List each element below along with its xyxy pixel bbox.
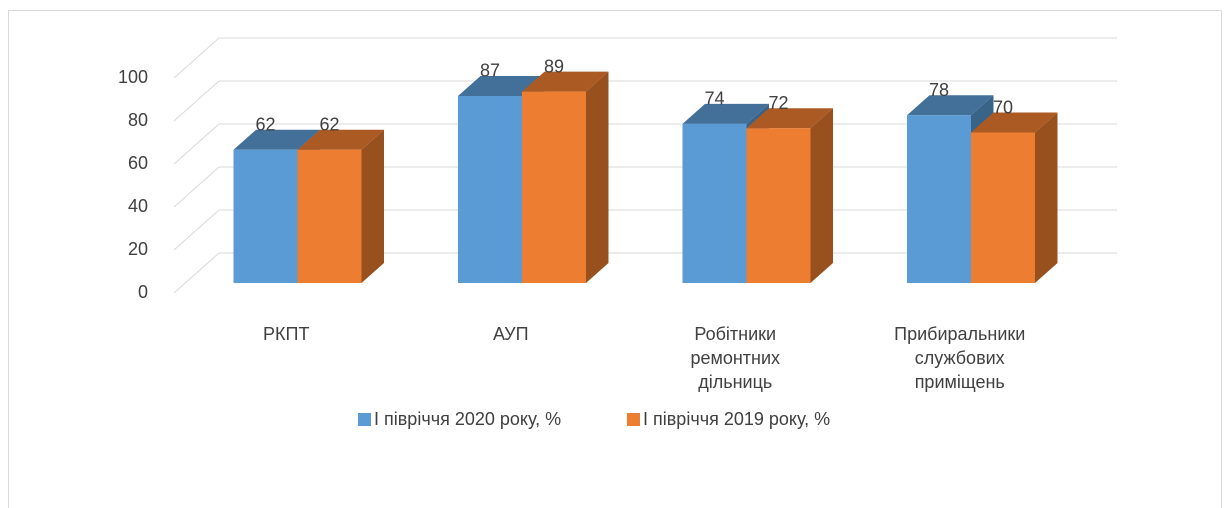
bar-top bbox=[297, 129, 384, 150]
bar-front bbox=[746, 128, 811, 283]
x-tick-label: Прибиральники службових приміщень bbox=[894, 324, 1025, 392]
label-line: ремонтних bbox=[690, 348, 780, 368]
data-label: 70 bbox=[993, 97, 1013, 117]
y-tick-label: 20 bbox=[128, 239, 148, 259]
y-tick-label: 40 bbox=[128, 196, 148, 216]
chart-border bbox=[8, 10, 1222, 508]
bar-front bbox=[522, 91, 586, 284]
data-label: 72 bbox=[768, 93, 788, 113]
y-tick-label: 0 bbox=[138, 282, 148, 302]
y-tick-label: 80 bbox=[128, 110, 148, 130]
bar-top bbox=[522, 71, 609, 92]
bar-front bbox=[907, 115, 971, 283]
bar-front bbox=[458, 95, 522, 283]
bar-top bbox=[907, 95, 994, 116]
bar-side bbox=[810, 108, 833, 283]
label-line: Робітники bbox=[694, 324, 776, 344]
label-line: Прибиральники bbox=[894, 324, 1025, 344]
grid-line bbox=[173, 80, 220, 122]
x-tick-label: РКПТ bbox=[263, 324, 309, 344]
legend-label: І півріччя 2019 року, % bbox=[643, 409, 830, 429]
bar bbox=[297, 129, 384, 283]
grid-line bbox=[173, 252, 220, 294]
legend-label: І півріччя 2020 року, % bbox=[374, 409, 561, 429]
bar-top bbox=[746, 108, 833, 129]
label-line: приміщень bbox=[915, 372, 1005, 392]
label-line: службових bbox=[915, 348, 1005, 368]
bar bbox=[522, 71, 609, 284]
y-tick-label: 100 bbox=[118, 67, 148, 87]
bar-side bbox=[361, 129, 384, 283]
bar-top bbox=[682, 103, 769, 124]
y-tick-label: 60 bbox=[128, 153, 148, 173]
bar-front bbox=[233, 149, 298, 283]
data-label: 89 bbox=[544, 56, 564, 76]
grid-line bbox=[173, 209, 220, 251]
bar-side bbox=[1035, 112, 1058, 283]
legend-swatch bbox=[358, 413, 371, 426]
data-label: 74 bbox=[704, 89, 724, 109]
x-tick-label: Робітники ремонтних дільниць bbox=[690, 324, 780, 392]
data-label: 78 bbox=[929, 80, 949, 100]
x-tick-label: АУП bbox=[493, 324, 529, 344]
grid-line bbox=[173, 123, 220, 165]
data-label: 62 bbox=[319, 114, 339, 134]
grid-line bbox=[173, 37, 220, 79]
bar-front bbox=[297, 149, 362, 283]
grid-line bbox=[173, 166, 220, 208]
bar-side bbox=[586, 71, 609, 284]
data-label: 87 bbox=[480, 61, 500, 81]
label-line: дільниць bbox=[698, 372, 772, 392]
bar-front bbox=[971, 132, 1035, 283]
bar bbox=[746, 108, 833, 283]
legend-swatch bbox=[627, 413, 640, 426]
bar-top bbox=[971, 112, 1058, 133]
bar-top bbox=[233, 129, 320, 150]
bar-front bbox=[682, 123, 747, 284]
data-label: 62 bbox=[255, 114, 275, 134]
bar bbox=[971, 112, 1058, 283]
